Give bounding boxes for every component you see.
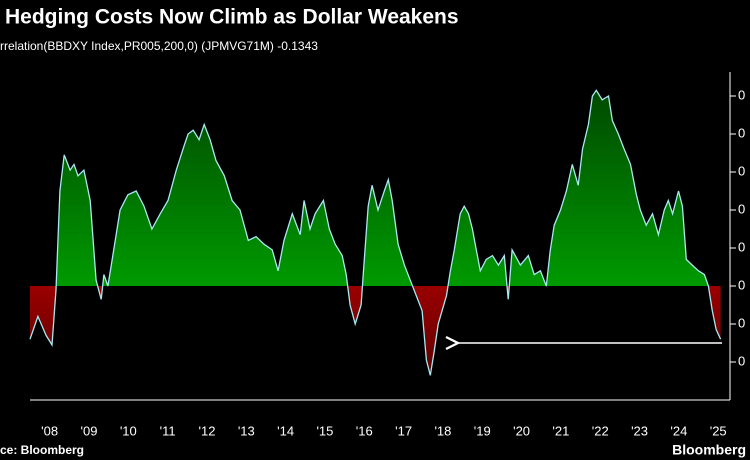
x-tick-label: '13	[238, 423, 255, 438]
x-tick-label: '11	[160, 423, 176, 438]
x-tick-label: '21	[552, 423, 569, 438]
brand: Bloomberg	[672, 442, 746, 458]
x-tick-label: '08	[41, 423, 58, 438]
x-tick-label: '25	[710, 423, 727, 438]
line	[29, 89, 722, 376]
x-tick-label: '18	[434, 423, 451, 438]
x-tick-label: '23	[631, 423, 648, 438]
x-tick-label: '20	[513, 423, 530, 438]
chart-subtitle: rrelation(BBDXY Index,PR005,200,0) (JPMV…	[0, 39, 318, 53]
x-tick-label: '16	[356, 423, 373, 438]
y-tick-label: 0	[738, 239, 745, 254]
x-tick-label: '14	[277, 423, 294, 438]
x-tick-label: '10	[120, 423, 137, 438]
chart-title: Hedging Costs Now Climb as Dollar Weaken…	[5, 6, 459, 29]
y-tick-label: 0	[738, 201, 745, 216]
x-tick-label: '22	[592, 423, 609, 438]
y-tick-label: 0	[738, 125, 745, 140]
y-tick-label: 0	[738, 87, 745, 102]
y-tick-label: 0	[738, 277, 745, 292]
x-tick-label: '09	[81, 423, 98, 438]
x-tick-label: '24	[670, 423, 687, 438]
x-tick-label: '17	[395, 423, 412, 438]
y-tick-label: 0	[738, 315, 745, 330]
x-tick-label: '12	[198, 423, 215, 438]
x-tick-label: '19	[474, 423, 491, 438]
area-positive	[30, 90, 721, 286]
y-tick-label: 0	[738, 353, 745, 368]
x-tick-label: '15	[316, 423, 333, 438]
y-tick-label: 0	[738, 163, 745, 178]
source: ce: Bloomberg	[0, 443, 84, 457]
